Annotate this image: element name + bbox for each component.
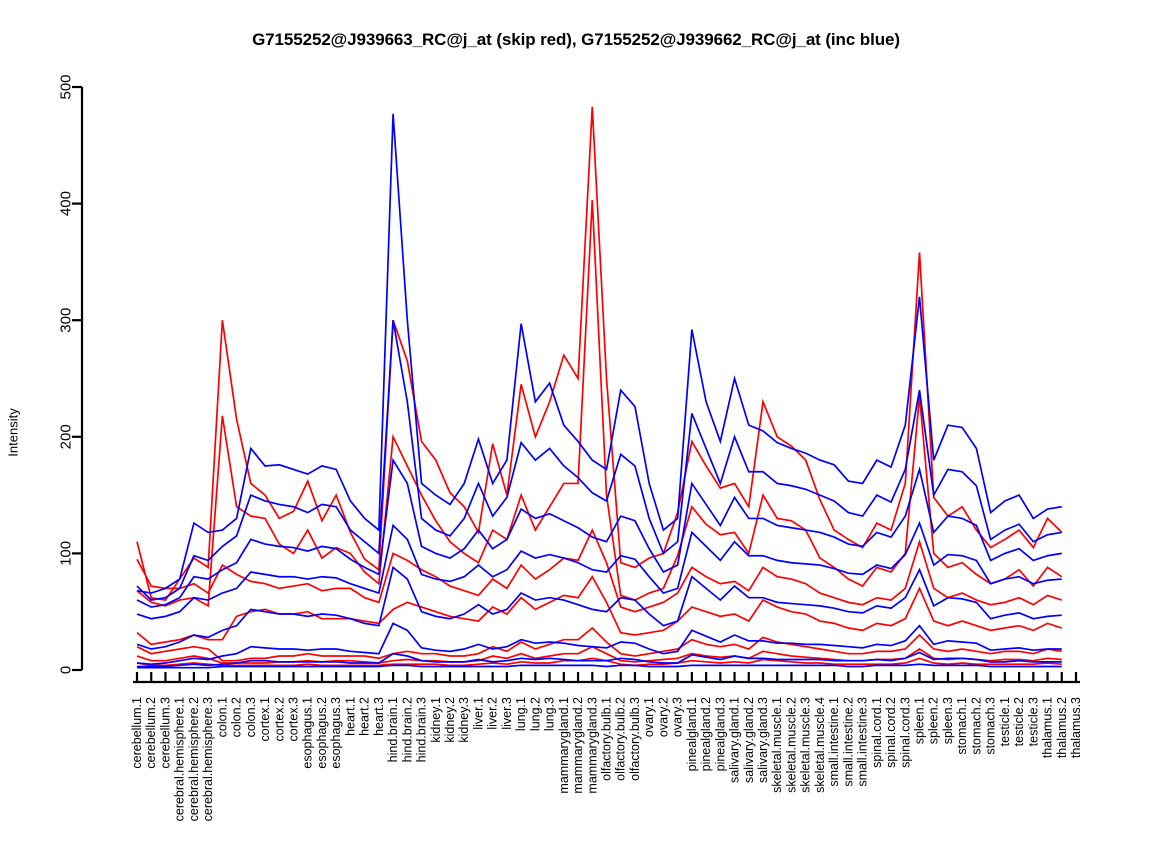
series-line-skip-7 [136,657,1062,667]
x-axis-tick-label: liver.1 [471,697,485,730]
series-line-skip-3 [136,528,1063,613]
x-axis-tick-label: thalamus.2 [1055,697,1069,758]
x-axis-tick-label: olfactory.bulb.1 [600,697,614,781]
series-line-inc-3 [136,457,1062,608]
x-axis-tick-label: salivary.gland.3 [756,697,770,783]
x-axis-tick-label: cortex.3 [287,697,301,742]
x-axis-tick-label: small.intestine.1 [827,697,841,787]
series-line-inc-4 [136,520,1062,620]
x-axis-tick-label: stomach.2 [969,697,983,755]
x-axis-tick-label: skeletal.muscle.4 [813,697,827,793]
y-axis-tick-label: 0 [58,666,75,674]
x-axis-tick-label: kidney.1 [429,697,443,743]
x-axis-tick-label: cerebral.hemisphere.3 [201,697,215,821]
x-axis-tick-label: salivary.gland.1 [728,697,742,783]
x-axis-tick-label: cortex.2 [272,697,286,742]
y-axis-tick-label: 300 [58,308,75,333]
x-axis-tick-label: olfactory.bulb.2 [614,697,628,781]
series-line-inc-7 [137,651,1062,668]
y-axis-tick-label: 100 [58,541,75,566]
y-axis-tick-label: 200 [58,424,75,449]
x-axis-tick-label: mammarygland.1 [557,697,571,794]
series-line-skip-2 [136,200,1063,608]
series-line-inc-8 [137,663,1062,669]
x-axis-tick-label: kidney.2 [443,697,457,743]
x-axis-tick-label: spleen.1 [913,697,927,744]
series-line-inc-2 [136,320,1062,601]
x-axis-tick-label: mammarygland.3 [585,697,599,794]
x-axis-tick-label: small.intestine.2 [841,697,855,787]
x-axis-tick-label: small.intestine.3 [856,697,870,787]
x-axis-tick-label: hind.brain.1 [386,697,400,762]
x-axis-tick-label: spinal.cord.2 [884,697,898,768]
x-axis-tick-label: lung.2 [528,697,542,731]
x-axis-tick-label: colon.3 [244,697,258,737]
x-axis-tick-label: cerebral.hemisphere.1 [173,697,187,821]
y-axis-tick-label: 400 [58,191,75,216]
x-axis-tick-label: pinealgland.1 [685,697,699,771]
x-axis-tick-label: thalamus.3 [1069,697,1083,758]
x-axis [133,672,1080,684]
x-axis-tick-label: testicle.1 [998,697,1012,746]
x-axis-tick-label: lung.1 [514,697,528,731]
series-line-inc-5 [136,565,1062,650]
x-axis-tick-label: cerebral.hemisphere.2 [187,697,201,821]
x-axis-tick-label: salivary.gland.2 [742,697,756,783]
series-layer [136,106,1063,669]
x-axis-tick-labels: cerebellum.1 cerebellum.2 cerebellum.3 cere… [130,697,1083,821]
x-axis-tick-label: lung.3 [543,697,557,731]
series-line-inc-6 [136,622,1062,666]
x-axis-tick-label: ovary.2 [656,697,670,737]
x-axis-tick-label: heart.2 [358,697,372,736]
series-line-skip-5 [136,626,1062,662]
x-axis-tick-label: skeletal.muscle.1 [770,697,784,793]
x-axis-tick-label: cerebellum.2 [144,697,158,769]
x-axis-tick-label: liver.2 [486,697,500,730]
x-axis-tick-label: skeletal.muscle.3 [799,697,813,793]
x-axis-tick-label: esophagus.2 [315,697,329,769]
x-axis-tick-label: stomach.3 [984,697,998,755]
x-axis-tick-label: hind.brain.3 [415,697,429,762]
y-axis-tick-label: 500 [58,74,75,99]
x-axis-tick-label: colon.1 [215,697,229,737]
x-axis-tick-label: testicle.3 [1026,697,1040,746]
x-axis-tick-label: ovary.3 [671,697,685,737]
series-line-inc-1 [136,113,1062,594]
x-axis-tick-label: spinal.cord.1 [870,697,884,768]
x-axis-tick-label: stomach.1 [955,697,969,755]
x-axis-tick-label: skeletal.muscle.2 [784,697,798,793]
x-axis-tick-label: cerebellum.3 [158,697,172,769]
x-axis-tick-label: cortex.1 [258,697,272,742]
x-axis-tick-label: liver.3 [500,697,514,730]
x-axis-tick-label: heart.3 [372,697,386,736]
page-title: G7155252@J939663_RC@j_at (skip red), G71… [252,30,900,49]
x-axis-tick-label: pinealgland.2 [699,697,713,771]
x-axis-tick-label: spleen.3 [941,697,955,744]
x-axis-tick-label: esophagus.1 [301,697,315,769]
x-axis-tick-label: cerebellum.1 [130,697,144,769]
x-axis-tick-label: colon.2 [230,697,244,737]
x-axis-tick-label: ovary.1 [642,697,656,737]
series-line-skip-1 [136,106,1063,601]
x-axis-tick-label: thalamus.1 [1041,697,1055,758]
x-axis-tick-label: pinealgland.3 [713,697,727,771]
x-axis-tick-label: spinal.cord.3 [898,697,912,768]
x-axis-tick-label: heart.1 [343,697,357,736]
y-axis: 0 100 200 300 400 500 [58,74,84,674]
x-axis-tick-label: olfactory.bulb.3 [628,697,642,781]
x-axis-tick-label: testicle.2 [1012,697,1026,746]
x-axis-tick-label: spleen.2 [927,697,941,744]
x-axis-tick-label: mammarygland.2 [571,697,585,794]
x-axis-tick-label: hind.brain.2 [400,697,414,762]
x-axis-tick-label: esophagus.3 [329,697,343,769]
x-axis-tick-label: kidney.3 [457,697,471,743]
